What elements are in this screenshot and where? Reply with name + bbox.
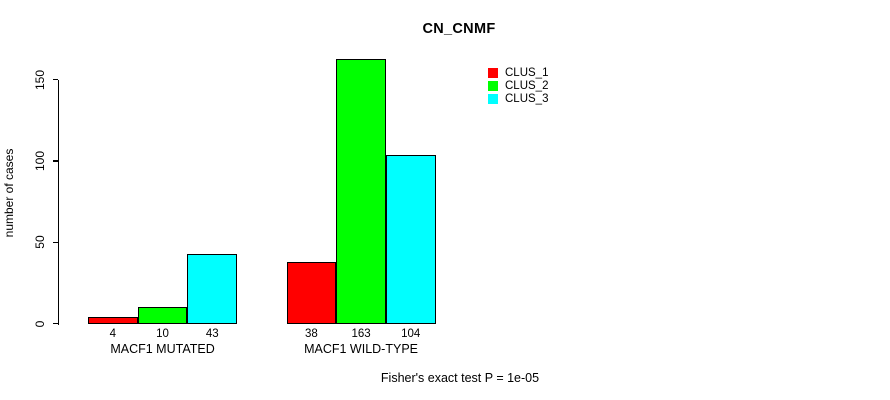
legend-swatch [488,67,498,78]
legend-label: CLUS_1 [505,66,549,79]
bar [385,154,436,324]
y-axis-title: number of cases [2,148,16,238]
y-tick-label: 50 [33,235,47,249]
legend-item: CLUS_2 [488,79,548,92]
y-tick-label: 0 [33,320,47,327]
bar [137,307,188,324]
legend: CLUS_1 CLUS_2 CLUS_3 [488,66,548,106]
legend-label: CLUS_3 [505,92,549,105]
chart-title: CN_CNMF [422,21,496,37]
legend-item: CLUS_3 [488,92,548,105]
bar-value-label: 38 [304,328,318,340]
legend-swatch [488,93,498,104]
y-tick [52,160,58,162]
bar-value-label: 4 [109,328,117,340]
bar [336,58,386,324]
bar-value-label: 10 [156,328,169,340]
y-tick-label: 150 [33,69,47,90]
bar-value-label: 163 [351,328,371,340]
footer-note: Fisher's exact test P = 1e-05 [380,371,540,385]
legend-label: CLUS_2 [505,79,549,92]
bar [286,261,337,324]
y-tick [52,241,58,243]
bar-value-label: 43 [205,328,219,340]
bar [88,317,138,324]
bar-value-label: 104 [401,328,421,340]
legend-swatch [488,80,498,91]
y-axis-line [57,79,59,325]
legend-item: CLUS_1 [488,66,548,79]
category-label: MACF1 WILD-TYPE [304,342,418,356]
y-tick-label: 100 [33,150,47,172]
category-label: MACF1 MUTATED [110,342,215,356]
y-tick [52,79,58,81]
bar [187,253,238,324]
y-tick [52,322,58,325]
